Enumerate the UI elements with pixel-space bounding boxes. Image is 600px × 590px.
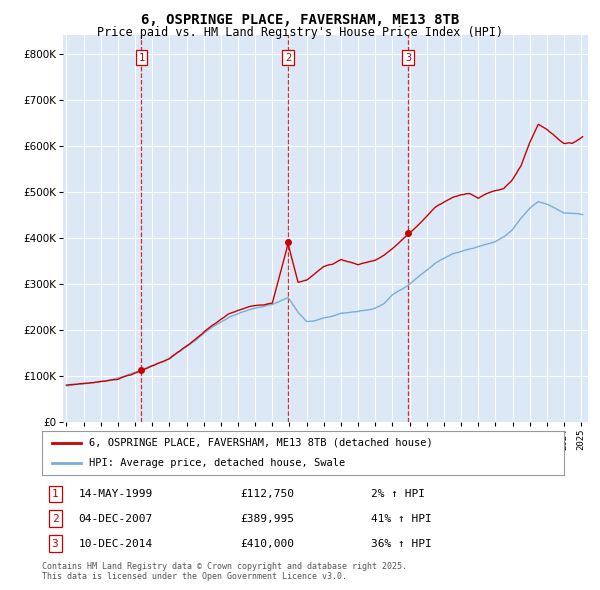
Text: HPI: Average price, detached house, Swale: HPI: Average price, detached house, Swal… xyxy=(89,458,345,468)
Text: 2: 2 xyxy=(285,53,291,63)
Text: 1: 1 xyxy=(138,53,145,63)
Text: 2% ↑ HPI: 2% ↑ HPI xyxy=(371,489,425,499)
Text: 10-DEC-2014: 10-DEC-2014 xyxy=(79,539,153,549)
Text: 41% ↑ HPI: 41% ↑ HPI xyxy=(371,514,431,523)
Text: Price paid vs. HM Land Registry's House Price Index (HPI): Price paid vs. HM Land Registry's House … xyxy=(97,26,503,39)
Text: £389,995: £389,995 xyxy=(241,514,295,523)
Text: Contains HM Land Registry data © Crown copyright and database right 2025.
This d: Contains HM Land Registry data © Crown c… xyxy=(42,562,407,581)
Text: £410,000: £410,000 xyxy=(241,539,295,549)
Text: 3: 3 xyxy=(405,53,412,63)
Text: £112,750: £112,750 xyxy=(241,489,295,499)
Text: 6, OSPRINGE PLACE, FAVERSHAM, ME13 8TB: 6, OSPRINGE PLACE, FAVERSHAM, ME13 8TB xyxy=(141,13,459,27)
Text: 1: 1 xyxy=(52,489,58,499)
Text: 04-DEC-2007: 04-DEC-2007 xyxy=(79,514,153,523)
Text: 3: 3 xyxy=(52,539,58,549)
Text: 2: 2 xyxy=(52,514,58,523)
Text: 14-MAY-1999: 14-MAY-1999 xyxy=(79,489,153,499)
Text: 6, OSPRINGE PLACE, FAVERSHAM, ME13 8TB (detached house): 6, OSPRINGE PLACE, FAVERSHAM, ME13 8TB (… xyxy=(89,438,433,448)
Text: 36% ↑ HPI: 36% ↑ HPI xyxy=(371,539,431,549)
